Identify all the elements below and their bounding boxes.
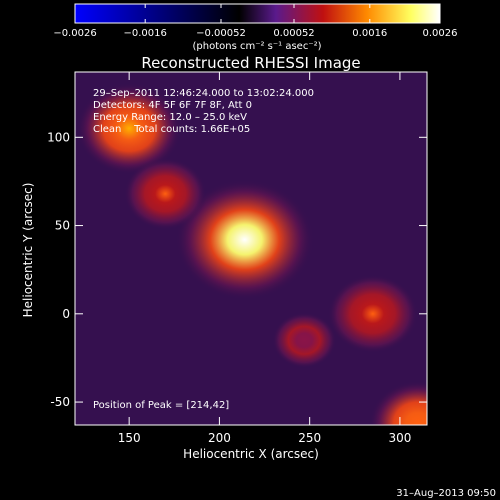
colorbar-tick-label: 0.0016: [352, 28, 387, 39]
annotation-detectors: Detectors: 4F 5F 6F 7F 8F, Att 0: [93, 100, 252, 111]
y-tick-label: 50: [55, 219, 70, 233]
footer-date: 31–Aug–2013 09:50: [396, 488, 496, 499]
annotation-time-range: 29–Sep–2011 12:46:24.000 to 13:02:24.000: [93, 88, 314, 99]
colorbar: [74, 3, 441, 24]
heatmap-source: [124, 158, 207, 230]
colorbar-ticks: −0.0026 −0.0016 −0.00052 0.00052 0.0016 0.002…: [53, 4, 458, 39]
y-axis-label: Heliocentric Y (arcsec): [21, 183, 35, 318]
x-tick-label: 200: [208, 431, 231, 445]
chart-title: Reconstructed RHESSI Image: [141, 54, 360, 72]
annotation-energy-range: Energy Range: 12.0 – 25.0 keV: [93, 112, 247, 123]
x-axis: 150 200 250 300: [118, 72, 411, 445]
annotation-clean-counts: Clean Total counts: 1.66E+05: [93, 124, 250, 135]
x-tick-label: 250: [298, 431, 321, 445]
heatmap-source: [369, 381, 427, 425]
heatmap-source: [327, 274, 418, 353]
peak-position-label: Position of Peak = [214,42]: [93, 400, 229, 411]
x-axis-label: Heliocentric X (arcsec): [183, 447, 319, 461]
colorbar-unit-label: (photons cm⁻² s⁻¹ asec⁻²): [192, 41, 321, 52]
x-tick-label: 300: [388, 431, 411, 445]
y-axis: -50 0 50 100: [47, 130, 427, 409]
x-tick-label: 150: [118, 431, 141, 445]
heatmap-image: [76, 83, 427, 425]
heatmap-source: [175, 179, 314, 300]
colorbar-tick-label: −0.00052: [196, 28, 246, 39]
heatmap-source: [272, 312, 337, 368]
colorbar-tick-label: −0.0026: [53, 28, 96, 39]
y-tick-label: -50: [50, 395, 70, 409]
heatmap-source: [76, 83, 182, 174]
colorbar-tick-label: 0.00052: [273, 28, 314, 39]
plot-frame: [74, 71, 428, 426]
y-tick-label: 0: [62, 307, 70, 321]
colorbar-tick-label: 0.0026: [423, 28, 458, 39]
y-tick-label: 100: [47, 130, 70, 144]
colorbar-tick-label: −0.0016: [124, 28, 167, 39]
